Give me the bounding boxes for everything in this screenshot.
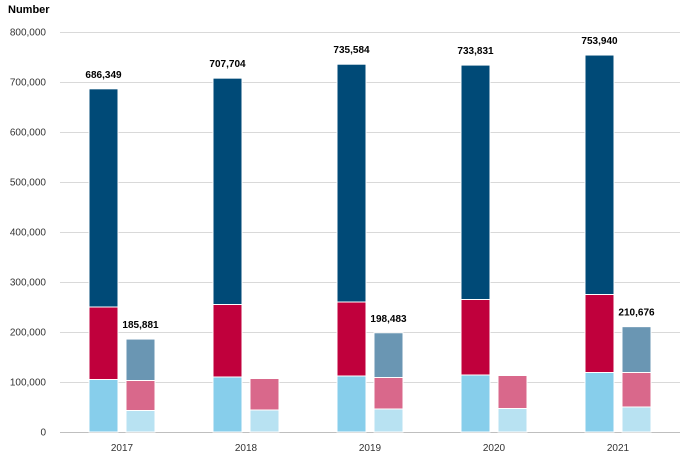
- bar-segment: [621, 372, 652, 408]
- y-tick-label: 800,000: [10, 28, 47, 39]
- x-axis-ticks: 2017 2018 2019 2020 2021: [111, 443, 630, 454]
- bar-segment: [497, 375, 528, 409]
- bar-segment: [373, 408, 404, 433]
- bar-segment: [621, 326, 652, 373]
- gridlines: [60, 32, 680, 433]
- data-label: 733,831: [457, 46, 494, 57]
- bar-segment: [212, 376, 243, 433]
- x-tick-label: 2019: [359, 443, 382, 454]
- bar-segment: [212, 77, 243, 306]
- data-label: 735,584: [333, 45, 370, 56]
- bar-segment: [336, 301, 367, 377]
- y-tick-label: 300,000: [10, 278, 47, 289]
- bar-segment: [125, 410, 156, 433]
- bar-segment: [584, 294, 615, 373]
- data-label: 210,676: [618, 308, 655, 319]
- data-label: 753,940: [581, 36, 618, 47]
- bar-segment: [249, 409, 280, 433]
- y-tick-label: 200,000: [10, 328, 47, 339]
- bar-segment: [460, 299, 491, 376]
- bar-segment: [584, 54, 615, 295]
- y-tick-label: 700,000: [10, 78, 47, 89]
- data-label: 686,349: [85, 70, 122, 81]
- y-tick-label: 100,000: [10, 378, 47, 389]
- bar-segment: [621, 406, 652, 433]
- y-tick-label: 400,000: [10, 228, 47, 239]
- bar-segment: [336, 63, 367, 303]
- y-axis-ticks: 0 100,000 200,000 300,000 400,000 500,000 600,…: [10, 28, 47, 439]
- bar-segment: [373, 377, 404, 410]
- x-tick-label: 2018: [235, 443, 258, 454]
- x-tick-label: 2017: [111, 443, 134, 454]
- bar-segment: [373, 332, 404, 379]
- x-tick-label: 2021: [607, 443, 630, 454]
- bar-segment: [88, 88, 119, 308]
- bar-segment: [249, 378, 280, 411]
- bar-segment: [460, 64, 491, 300]
- bar-segment: [125, 338, 156, 382]
- data-labels: 686,349 185,881 707,704 735,584 198,483 733,8…: [85, 36, 655, 331]
- data-label: 707,704: [209, 59, 246, 70]
- x-tick-label: 2020: [483, 443, 506, 454]
- y-tick-label: 500,000: [10, 178, 47, 189]
- bars: [88, 54, 652, 433]
- bar-segment: [584, 372, 615, 433]
- bar-segment: [125, 380, 156, 411]
- y-axis-label: Number: [8, 4, 50, 16]
- y-tick-label: 600,000: [10, 128, 47, 139]
- y-tick-label: 0: [40, 428, 46, 439]
- bar-segment: [497, 408, 528, 433]
- bar-segment: [88, 306, 119, 380]
- bar-segment: [460, 374, 491, 433]
- data-label: 185,881: [122, 320, 159, 331]
- data-label: 198,483: [370, 314, 407, 325]
- bar-segment: [336, 375, 367, 433]
- bar-segment: [88, 379, 119, 433]
- bar-segment: [212, 304, 243, 378]
